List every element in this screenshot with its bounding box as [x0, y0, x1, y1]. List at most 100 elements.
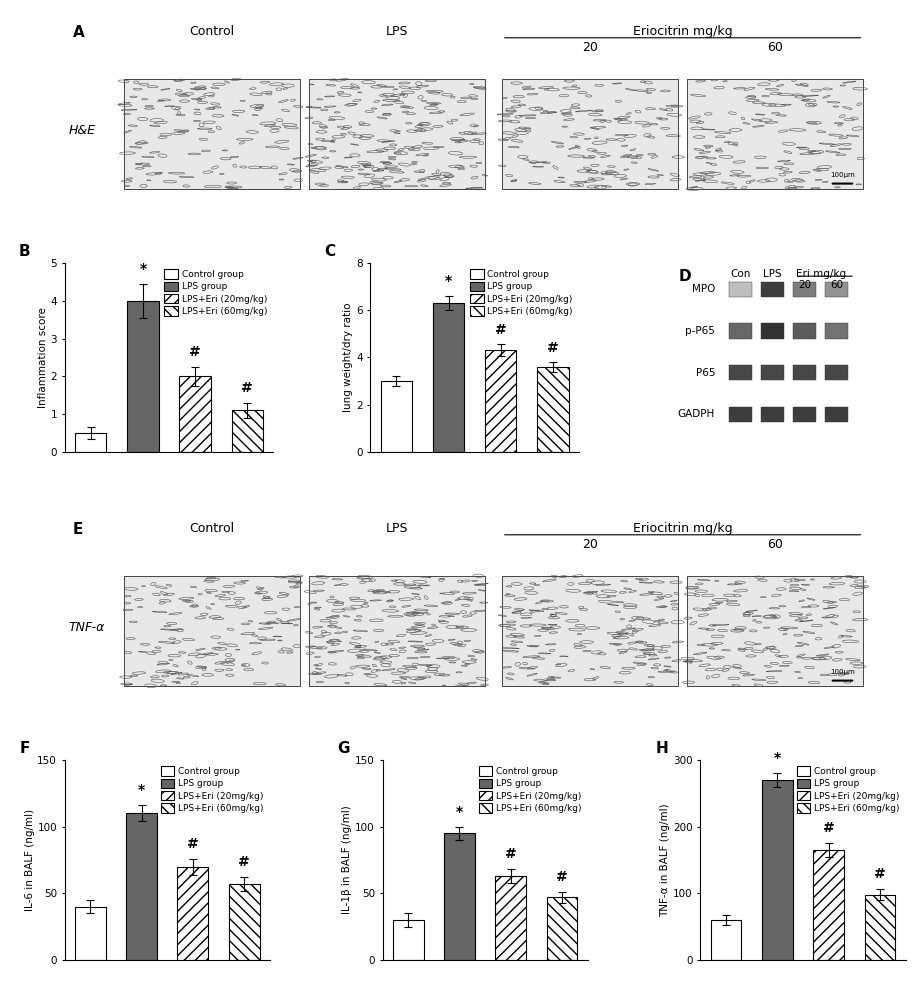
Text: P65: P65 — [696, 368, 715, 378]
Bar — [229, 884, 260, 960]
Bar — [485, 350, 517, 452]
Text: 20: 20 — [582, 538, 598, 551]
Bar — [547, 897, 578, 960]
Legend: Control group, LPS group, LPS+Eri (20mg/kg), LPS+Eri (60mg/kg): Control group, LPS group, LPS+Eri (20mg/… — [795, 764, 901, 815]
Bar — [495, 876, 526, 960]
Y-axis label: IL-1β in BALF (ng/ml): IL-1β in BALF (ng/ml) — [343, 806, 352, 914]
Text: MPO: MPO — [692, 284, 715, 294]
Text: #: # — [822, 821, 834, 835]
Text: G: G — [337, 741, 350, 756]
Bar — [729, 407, 752, 422]
Text: TNF-α: TNF-α — [69, 621, 105, 634]
Bar — [825, 407, 848, 422]
Y-axis label: IL-6 in BALF (ng/ml): IL-6 in BALF (ng/ml) — [25, 809, 34, 911]
Bar — [761, 323, 784, 339]
Legend: Control group, LPS group, LPS+Eri (20mg/kg), LPS+Eri (60mg/kg): Control group, LPS group, LPS+Eri (20mg/… — [163, 267, 269, 318]
Bar — [729, 365, 752, 380]
Bar — [761, 407, 784, 422]
Text: H: H — [655, 741, 668, 756]
Bar — [687, 79, 863, 189]
Text: Control: Control — [189, 25, 235, 38]
Legend: Control group, LPS group, LPS+Eri (20mg/kg), LPS+Eri (60mg/kg): Control group, LPS group, LPS+Eri (20mg/… — [468, 267, 575, 318]
Bar — [433, 303, 464, 452]
Bar — [393, 920, 423, 960]
Text: 60: 60 — [830, 280, 844, 290]
Bar — [75, 433, 106, 452]
Bar — [729, 323, 752, 339]
Text: Eri mg/kg: Eri mg/kg — [796, 269, 845, 279]
Text: #: # — [187, 837, 199, 851]
Bar — [729, 282, 752, 297]
Text: #: # — [556, 870, 568, 884]
Text: *: * — [456, 805, 463, 819]
Text: C: C — [324, 244, 335, 259]
Text: Eriocitrin mg/kg: Eriocitrin mg/kg — [633, 522, 733, 535]
Text: p-P65: p-P65 — [686, 326, 715, 336]
Text: #: # — [495, 323, 506, 337]
Bar — [232, 410, 263, 452]
Text: Con: Con — [730, 269, 750, 279]
Text: *: * — [773, 751, 781, 765]
Text: #: # — [238, 855, 250, 869]
Bar — [177, 867, 208, 960]
Text: H&E: H&E — [69, 124, 96, 137]
Y-axis label: lung weight/dry ratio: lung weight/dry ratio — [344, 303, 353, 412]
Y-axis label: Inflammation score: Inflammation score — [38, 307, 48, 408]
Text: F: F — [19, 741, 30, 756]
Bar — [793, 365, 816, 380]
Bar — [825, 365, 848, 380]
Bar — [762, 780, 793, 960]
Bar — [124, 576, 300, 686]
Bar — [761, 365, 784, 380]
Bar — [711, 920, 741, 960]
Text: Control: Control — [189, 522, 235, 535]
Bar — [537, 367, 568, 452]
Legend: Control group, LPS group, LPS+Eri (20mg/kg), LPS+Eri (60mg/kg): Control group, LPS group, LPS+Eri (20mg/… — [159, 764, 265, 815]
Text: *: * — [140, 262, 147, 276]
Bar — [825, 282, 848, 297]
Text: #: # — [241, 381, 253, 395]
Bar — [502, 576, 678, 686]
Text: 20: 20 — [798, 280, 811, 290]
Text: D: D — [678, 269, 691, 284]
Bar — [309, 576, 485, 686]
Bar — [761, 282, 784, 297]
Bar — [128, 301, 159, 452]
Bar — [444, 833, 475, 960]
Bar — [865, 895, 895, 960]
Text: E: E — [73, 522, 83, 537]
Text: 20: 20 — [582, 41, 598, 54]
Legend: Control group, LPS group, LPS+Eri (20mg/kg), LPS+Eri (60mg/kg): Control group, LPS group, LPS+Eri (20mg/… — [477, 764, 583, 815]
Text: B: B — [18, 244, 30, 259]
Bar — [127, 813, 157, 960]
Text: LPS: LPS — [385, 25, 408, 38]
Bar — [179, 376, 211, 452]
Text: #: # — [874, 867, 886, 881]
Bar — [793, 323, 816, 339]
Bar — [75, 907, 105, 960]
Text: LPS: LPS — [385, 522, 408, 535]
Text: #: # — [547, 341, 559, 355]
Y-axis label: TNF-α in BALF (ng/ml): TNF-α in BALF (ng/ml) — [661, 803, 671, 917]
Text: GADPH: GADPH — [678, 409, 715, 419]
Bar — [309, 79, 485, 189]
Text: A: A — [73, 25, 85, 40]
Bar — [381, 381, 412, 452]
Bar — [793, 282, 816, 297]
Text: #: # — [505, 847, 517, 861]
Bar — [793, 407, 816, 422]
Text: 60: 60 — [767, 538, 784, 551]
Bar — [813, 850, 844, 960]
Text: 100μm: 100μm — [830, 172, 855, 178]
Bar — [124, 79, 300, 189]
Bar — [687, 576, 863, 686]
Text: *: * — [445, 274, 452, 288]
Text: #: # — [189, 345, 201, 359]
Text: 60: 60 — [767, 41, 784, 54]
Text: LPS: LPS — [763, 269, 782, 279]
Text: Eriocitrin mg/kg: Eriocitrin mg/kg — [633, 25, 733, 38]
Bar — [502, 79, 678, 189]
Bar — [825, 323, 848, 339]
Text: *: * — [138, 783, 145, 797]
Text: 100μm: 100μm — [830, 669, 855, 675]
